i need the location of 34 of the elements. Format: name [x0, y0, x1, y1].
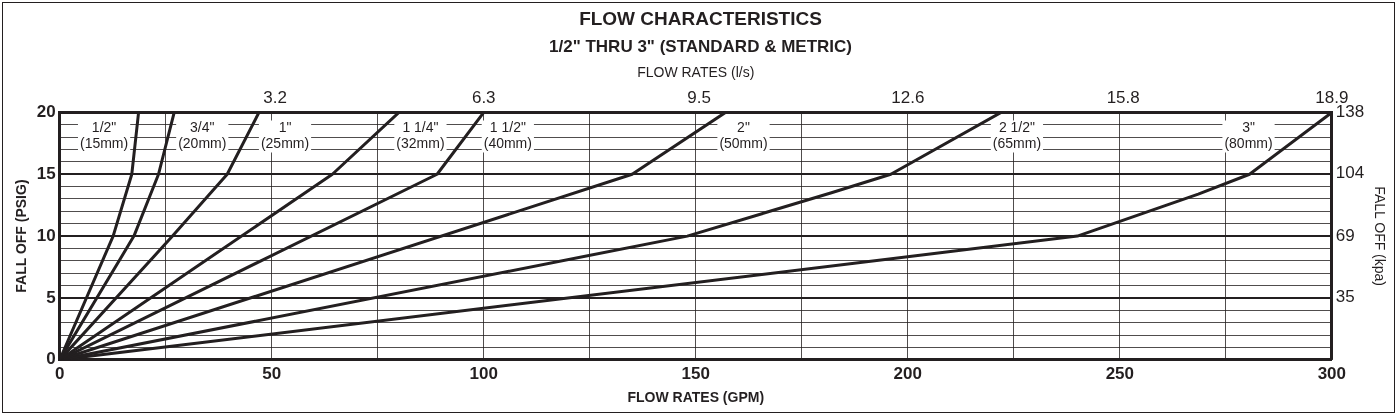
series-label: 1" (25mm): [260, 119, 310, 152]
y-tick-label: 10: [36, 225, 56, 245]
chart-subtitle: 1/2" THRU 3" (STANDARD & METRIC): [549, 36, 852, 56]
x2-tick-label: 15.8: [1106, 87, 1140, 107]
x-tick-label: 300: [1317, 363, 1347, 383]
x2-axis-title: FLOW RATES (l/s): [637, 64, 755, 81]
y2-axis-title: FALL OFF (kpa): [1371, 186, 1388, 287]
y2-tick-label: 138: [1335, 102, 1365, 122]
y-tick-label: 5: [46, 287, 56, 307]
x-axis-title: FLOW RATES (GPM): [627, 389, 765, 406]
x2-tick-label: 9.5: [687, 87, 711, 107]
x2-tick-label: 12.6: [891, 87, 925, 107]
series-label: 2 1/2" (65mm): [992, 119, 1042, 152]
x-tick-label: 150: [681, 363, 710, 383]
y-tick-label: 0: [46, 349, 56, 369]
series-label: 2" (50mm): [719, 119, 768, 152]
y2-tick-label: 69: [1335, 225, 1355, 245]
y-tick-label: 15: [36, 163, 56, 183]
series-label: 1 1/4" (32mm): [396, 119, 445, 152]
series-label: 3/4" (20mm): [178, 119, 227, 152]
y2-tick-label: 104: [1335, 163, 1365, 183]
series-label: 1/2" (15mm): [79, 119, 129, 152]
series-label: 3" (80mm): [1224, 119, 1273, 152]
x2-tick-label: 3.2: [263, 87, 287, 107]
series-label: 1 1/2" (40mm): [483, 119, 532, 152]
x-tick-label: 50: [262, 363, 282, 383]
y-tick-label: 20: [36, 102, 56, 122]
x-tick-label: 200: [893, 363, 922, 383]
chart-title: FLOW CHARACTERISTICS: [579, 7, 822, 29]
y-axis-title: FALL OFF (PSIG): [13, 179, 30, 293]
x2-tick-label: 6.3: [471, 87, 496, 107]
x-tick-label: 250: [1105, 363, 1134, 383]
x-tick-label: 100: [469, 363, 498, 383]
y2-tick-label: 35: [1335, 286, 1355, 306]
